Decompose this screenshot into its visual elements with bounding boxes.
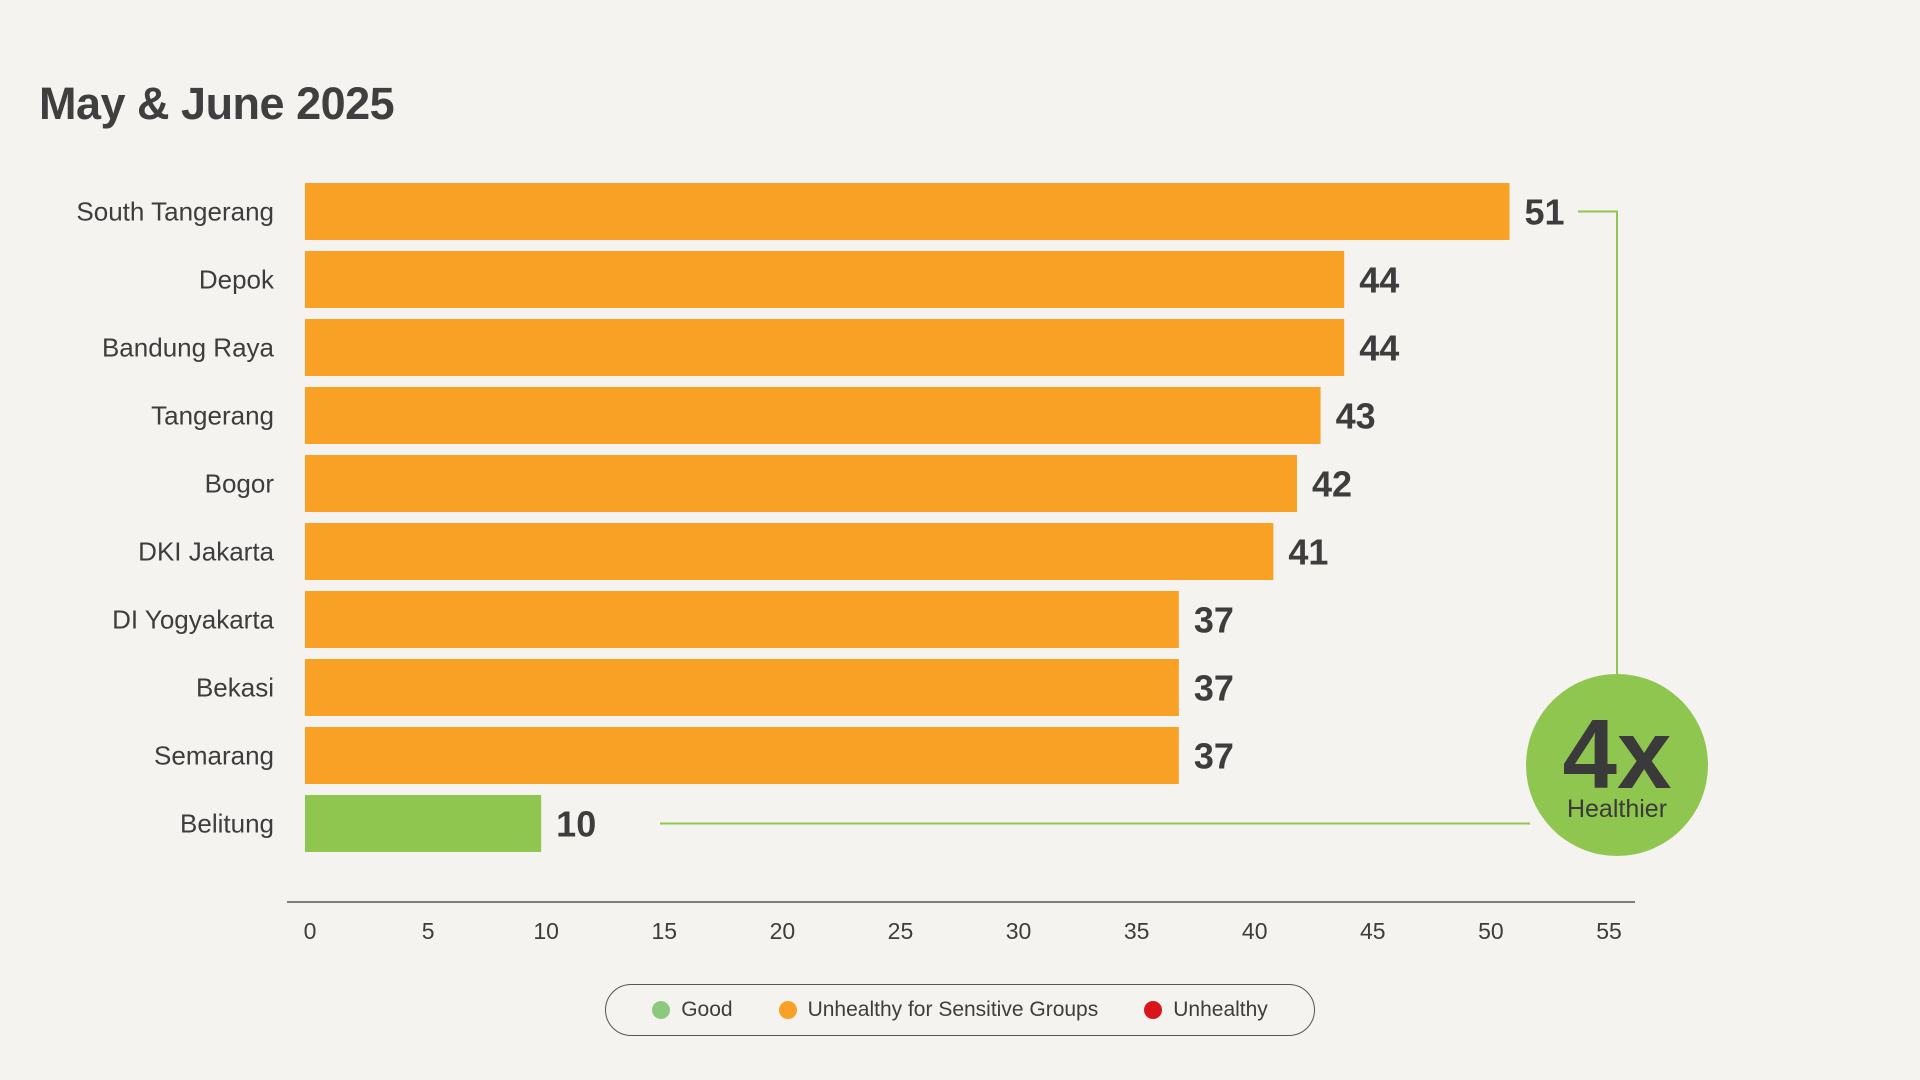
x-tick-label: 55 [1596,918,1622,944]
chart-title: May & June 2025 [39,78,395,129]
annotation-big-text: 4x [1562,699,1671,809]
value-label: 37 [1194,600,1234,641]
category-label: Depok [199,265,275,295]
legend-swatch [652,1001,671,1019]
x-tick-label: 40 [1242,918,1268,944]
legend-label: Good [681,998,733,1021]
x-tick-label: 30 [1006,918,1032,944]
x-tick-label: 0 [304,918,317,944]
value-label: 42 [1312,464,1352,505]
annotation-small-text: Healthier [1567,795,1667,823]
x-tick-label: 45 [1360,918,1386,944]
value-label: 37 [1194,668,1234,709]
bar [305,659,1179,716]
x-tick-label: 5 [422,918,435,944]
legend-label: Unhealthy for Sensitive Groups [807,998,1099,1021]
bar [305,727,1179,784]
x-tick-label: 25 [888,918,914,944]
legend-item: Unhealthy for Sensitive Groups [778,998,1099,1022]
bar [305,795,542,852]
value-label: 37 [1194,736,1234,777]
x-tick-label: 15 [651,918,677,944]
legend-swatch [1144,1001,1163,1019]
legend-label: Unhealthy [1173,998,1268,1021]
legend-item: Unhealthy [1144,998,1268,1022]
category-label: DI Yogyakarta [112,605,274,635]
value-label: 10 [556,804,596,845]
category-label: Belitung [180,809,274,839]
bar [305,319,1345,376]
bar [305,523,1274,580]
bar [305,387,1321,444]
category-label: Bogor [205,469,275,499]
category-label: Semarang [154,741,274,771]
bar [305,591,1179,648]
x-tick-label: 35 [1124,918,1150,944]
x-tick-label: 50 [1478,918,1504,944]
value-label: 51 [1525,192,1565,233]
annotation-badge [1526,674,1708,856]
category-label: South Tangerang [76,197,274,227]
x-tick-label: 10 [533,918,559,944]
value-label: 44 [1359,260,1399,301]
category-label: Tangerang [151,401,274,431]
category-label: Bandung Raya [102,333,275,363]
bar [305,251,1345,308]
x-tick-label: 20 [770,918,796,944]
value-label: 43 [1336,396,1376,437]
legend-swatch [778,1001,797,1019]
annotation-connector-top [1578,210,1618,674]
legend-item: Good [652,998,733,1022]
value-label: 44 [1359,328,1399,369]
value-label: 41 [1288,532,1328,573]
category-label: Bekasi [196,673,274,703]
legend: Good Unhealthy for Sensitive Groups Unheal… [605,984,1315,1036]
category-label: DKI Jakarta [138,537,274,567]
bar [305,183,1510,240]
bar [305,455,1297,512]
